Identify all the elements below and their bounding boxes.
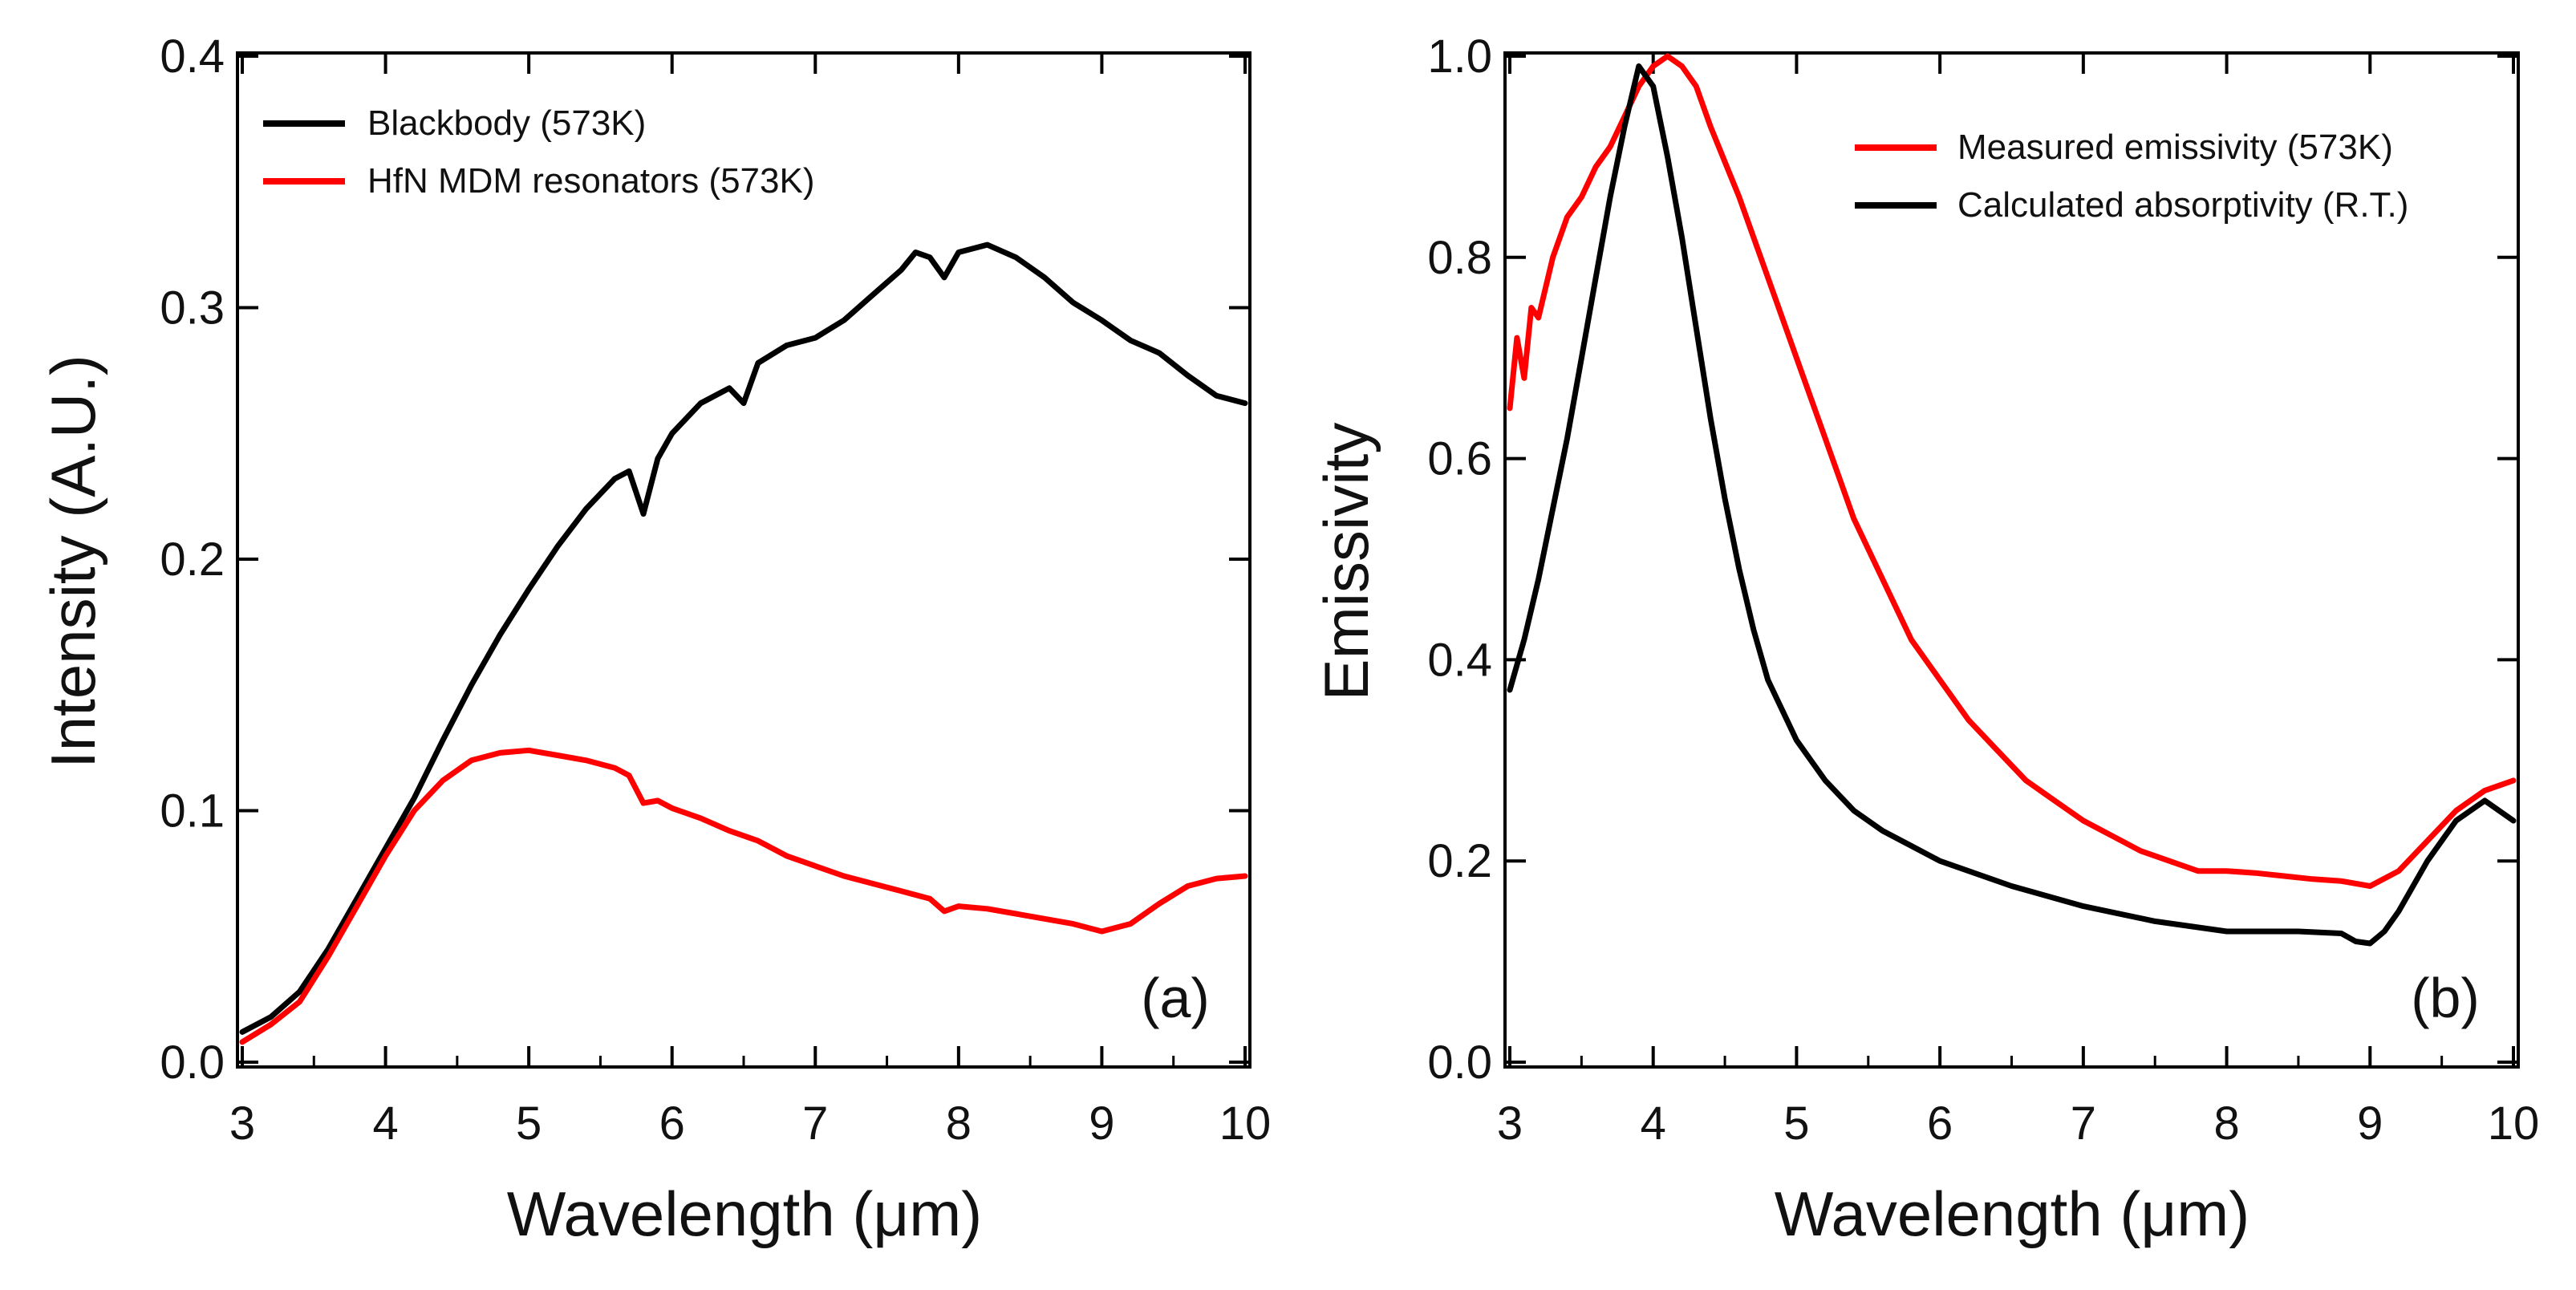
x-tick-label: 5 [1783, 1097, 1809, 1150]
series-line-measured-emissivity-573k [1507, 53, 2517, 889]
y-tick-label: 0.6 [1427, 433, 1492, 485]
panel-a: 3 4 5 6 7 8 9 10 0.0 0.1 0.2 0.3 0.4 Intensity (A.U.… [38, 30, 1271, 1249]
x-tick-label: 8 [2213, 1097, 2239, 1150]
x-tick-label: 5 [516, 1097, 542, 1150]
x-tick-label: 4 [1641, 1097, 1666, 1150]
x-tick-label: 6 [1927, 1097, 1953, 1150]
panel-b-series [1507, 53, 2517, 947]
y-tick-label: 0.3 [160, 282, 225, 335]
legend-label-hfn: HfN MDM resonators (573K) [367, 161, 814, 201]
x-tick-label: 4 [372, 1097, 398, 1150]
x-tick-label: 7 [2071, 1097, 2096, 1150]
x-tick-label: 10 [2488, 1097, 2540, 1150]
panel-a-series [239, 241, 1248, 1045]
x-tick-label: 3 [1497, 1097, 1523, 1150]
x-tick-label: 7 [802, 1097, 828, 1150]
y-tick-label: 1.0 [1427, 30, 1492, 83]
series-line-blackbody-573k [239, 241, 1248, 1035]
y-tick-label: 0.8 [1427, 232, 1492, 284]
y-tick-label: 0.0 [1427, 1036, 1492, 1089]
panel-b-legend: Measured emissivity (573K) Calculated ab… [1855, 128, 2408, 225]
panel-b-y-axis-title: Emissivity [1311, 423, 1381, 701]
x-tick-label: 9 [2357, 1097, 2383, 1150]
panel-a-tick-labels: 3 4 5 6 7 8 9 10 0.0 0.1 0.2 0.3 0.4 [160, 30, 1271, 1150]
panel-a-frame [236, 51, 1251, 1069]
x-tick-label: 6 [659, 1097, 685, 1150]
panel-b-tick-labels: 3 4 5 6 7 8 9 10 0.0 0.2 0.4 0.6 0.8 1.0 [1427, 30, 2539, 1150]
y-tick-label: 0.1 [160, 785, 225, 838]
panel-b-x-axis-title: Wavelength (μm) [1775, 1178, 2250, 1249]
x-tick-label: 10 [1219, 1097, 1272, 1150]
y-tick-label: 0.4 [160, 30, 225, 83]
panel-a-y-axis-title: Intensity (A.U.) [38, 355, 108, 769]
y-tick-label: 0.4 [1427, 634, 1492, 686]
panel-a-legend: Blackbody (573K) HfN MDM resonators (573… [263, 103, 814, 201]
legend-label-blackbody: Blackbody (573K) [367, 103, 646, 143]
series-line-calculated-absorptivity-r-t [1507, 63, 2517, 947]
y-tick-label: 0.2 [1427, 835, 1492, 887]
panel-a-ticks [237, 53, 1250, 1067]
legend-label-measured: Measured emissivity (573K) [1957, 128, 2393, 167]
legend-label-calculated: Calculated absorptivity (R.T.) [1957, 185, 2408, 225]
x-tick-label: 9 [1089, 1097, 1114, 1150]
panel-b: 3 4 5 6 7 8 9 10 0.0 0.2 0.4 0.6 0.8 1.0 Emissivity W… [1311, 30, 2539, 1249]
x-tick-label: 8 [946, 1097, 972, 1150]
y-tick-label: 0.2 [160, 533, 225, 586]
panel-b-label: (b) [2411, 967, 2480, 1029]
x-tick-label: 3 [229, 1097, 255, 1150]
y-tick-label: 0.0 [160, 1036, 225, 1089]
panel-b-ticks [1505, 53, 2518, 1067]
panel-a-x-axis-title: Wavelength (μm) [507, 1178, 983, 1249]
panel-a-label: (a) [1141, 967, 1210, 1029]
series-line-hfn-mdm-resonators-573k [239, 747, 1248, 1045]
